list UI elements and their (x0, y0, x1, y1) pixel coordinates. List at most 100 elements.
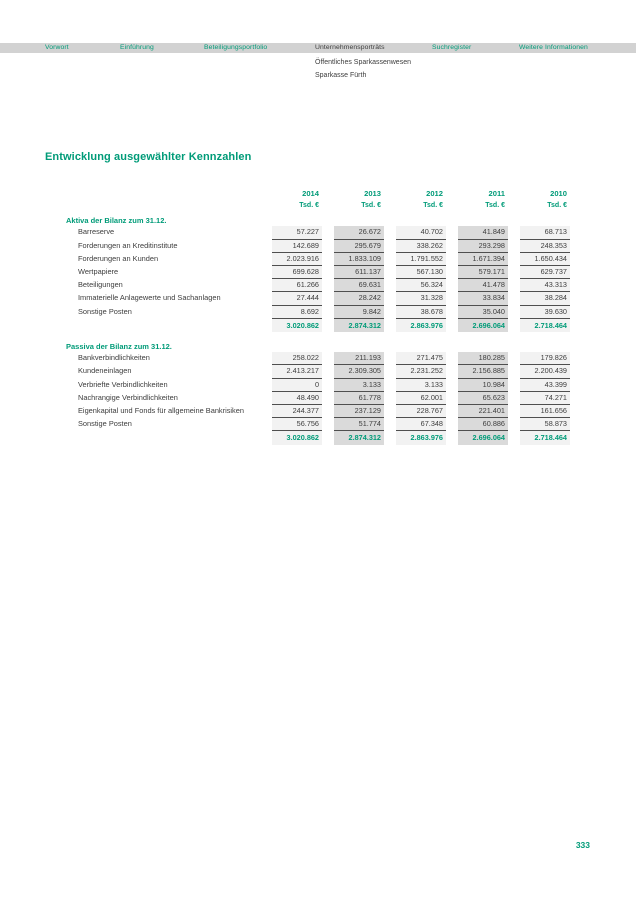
table-cell-value: 237.129 (334, 404, 384, 419)
section-heading: Aktiva der Bilanz zum 31.12. (66, 216, 167, 226)
table-cell-value: 74.271 (520, 391, 570, 405)
table-cell-value: 221.401 (458, 404, 508, 419)
table-cell-value: 58.873 (520, 418, 570, 432)
section-heading: Passiva der Bilanz zum 31.12. (66, 342, 172, 352)
table-cell-value: 60.886 (458, 418, 508, 432)
table-cell-value: 41.849 (458, 226, 508, 240)
table-cell-value: 35.040 (458, 305, 508, 319)
table-cell-value: 248.353 (520, 239, 570, 253)
breadcrumb-line-2: Sparkasse Fürth (315, 71, 367, 79)
table-cell-value: 3.133 (334, 378, 384, 392)
key-figures-table: 2014 2013 2012 2011 2010 Tsd. € Tsd. € Tsd. € Ts… (66, 188, 570, 454)
row-label: Wertpapiere (78, 266, 119, 276)
table-cell-value: 43.313 (520, 279, 570, 293)
table-cell-value: 43.399 (520, 378, 570, 392)
table-cell-value: 27.444 (272, 292, 322, 306)
table-cell-value: 258.022 (272, 352, 322, 366)
nav-item-beteiligungsportfolio[interactable]: Beteiligungsportfolio (204, 44, 268, 51)
table-cell-value: 28.242 (334, 292, 384, 306)
year-column-header: 2010 (550, 189, 567, 198)
table-cell-value: 33.834 (458, 292, 508, 306)
section-total-value: 3.020.862 (272, 431, 322, 445)
table-cell-value: 56.324 (396, 279, 446, 293)
table-cell-value: 9.842 (334, 305, 384, 319)
table-cell-value: 61.778 (334, 391, 384, 405)
table-cell-value: 0 (272, 378, 322, 392)
row-label: Immaterielle Anlagewerte und Sachanlagen (78, 293, 221, 303)
total-row-spacer (66, 431, 260, 443)
table-cell-value: 699.628 (272, 265, 322, 280)
table-cell-value: 2.200.439 (520, 365, 570, 379)
row-label: Verbriefte Verbindlichkeiten (78, 379, 168, 389)
table-cell-value: 67.348 (396, 418, 446, 432)
row-label: Eigenkapital und Fonds für allgemeine Ba… (78, 405, 244, 415)
table-cell-value: 271.475 (396, 352, 446, 366)
table-cell-value: 48.490 (272, 391, 322, 405)
table-cell-value: 39.630 (520, 305, 570, 319)
row-label: Nachrangige Verbindlichkeiten (78, 392, 178, 402)
year-column-header: 2012 (426, 189, 443, 198)
table-cell-value: 3.133 (396, 378, 446, 392)
nav-item-weitere-informationen[interactable]: Weitere Informationen (519, 44, 588, 51)
unit-label: Tsd. € (547, 202, 567, 210)
table-cell-value: 65.623 (458, 391, 508, 405)
nav-item-vorwort[interactable]: Vorwort (45, 44, 69, 51)
table-cell-value: 8.692 (272, 305, 322, 319)
table-cell-value: 38.284 (520, 292, 570, 306)
table-cell-value: 69.631 (334, 279, 384, 293)
total-row-spacer (66, 319, 260, 331)
table-cell-value: 10.984 (458, 378, 508, 392)
nav-item-einf-hrung[interactable]: Einführung (120, 44, 154, 51)
breadcrumb-line-1: Öffentliches Sparkassenwesen (315, 59, 411, 66)
row-label: Bankverbindlichkeiten (78, 353, 150, 363)
table-cell-value: 1.791.552 (396, 252, 446, 266)
table-cell-value: 1.650.434 (520, 252, 570, 266)
table-cell-value: 68.713 (520, 226, 570, 240)
table-cell-value: 2.156.885 (458, 365, 508, 379)
page-number: 333 (575, 840, 590, 850)
table-cell-value: 31.328 (396, 292, 446, 306)
table-cell-value: 244.377 (272, 404, 322, 419)
table-cell-value: 567.130 (396, 265, 446, 280)
top-nav-bar: Vorwort Einführung Beteiligungsportfolio Un… (0, 43, 636, 53)
table-cell-value: 579.171 (458, 265, 508, 280)
row-label: Sonstige Posten (78, 306, 132, 316)
table-cell-value: 142.689 (272, 239, 322, 253)
section-total-value: 2.718.464 (520, 318, 570, 333)
section-total-value: 2.718.464 (520, 431, 570, 445)
table-cell-value: 179.826 (520, 352, 570, 366)
table-cell-value: 295.679 (334, 239, 384, 253)
breadcrumb: Öffentliches Sparkassenwesen Sparkasse F… (315, 57, 411, 82)
section-total-value: 2.863.976 (396, 318, 446, 333)
table-cell-value: 62.001 (396, 391, 446, 405)
row-label: Sonstige Posten (78, 419, 132, 429)
table-cell-value: 338.262 (396, 239, 446, 253)
nav-item-unternehmensportr-ts[interactable]: Unternehmensporträts (315, 44, 385, 51)
table-cell-value: 228.767 (396, 404, 446, 419)
table-cell-value: 2.023.916 (272, 252, 322, 266)
year-column-header: 2014 (302, 189, 319, 198)
table-cell-value: 38.678 (396, 305, 446, 319)
table-cell-value: 57.227 (272, 226, 322, 240)
table-cell-value: 61.266 (272, 279, 322, 293)
unit-label: Tsd. € (485, 202, 505, 210)
unit-label: Tsd. € (423, 202, 443, 210)
table-cell-value: 56.756 (272, 418, 322, 432)
year-column-header: 2013 (364, 189, 381, 198)
table-cell-value: 161.656 (520, 404, 570, 419)
table-cell-value: 51.774 (334, 418, 384, 432)
unit-label: Tsd. € (361, 202, 381, 210)
table-cell-value: 2.413.217 (272, 365, 322, 379)
row-label: Barreserve (78, 227, 115, 237)
table-cell-value: 2.309.305 (334, 365, 384, 379)
table-cell-value: 2.231.252 (396, 365, 446, 379)
table-cell-value: 611.137 (334, 265, 384, 280)
table-cell-value: 26.672 (334, 226, 384, 240)
table-corner-spacer (66, 188, 260, 200)
table-cell-value: 629.737 (520, 265, 570, 280)
nav-item-suchregister[interactable]: Suchregister (432, 44, 472, 51)
row-label: Beteiligungen (78, 280, 123, 290)
table-cell-value: 41.478 (458, 279, 508, 293)
row-label: Kundeneinlagen (78, 366, 132, 376)
